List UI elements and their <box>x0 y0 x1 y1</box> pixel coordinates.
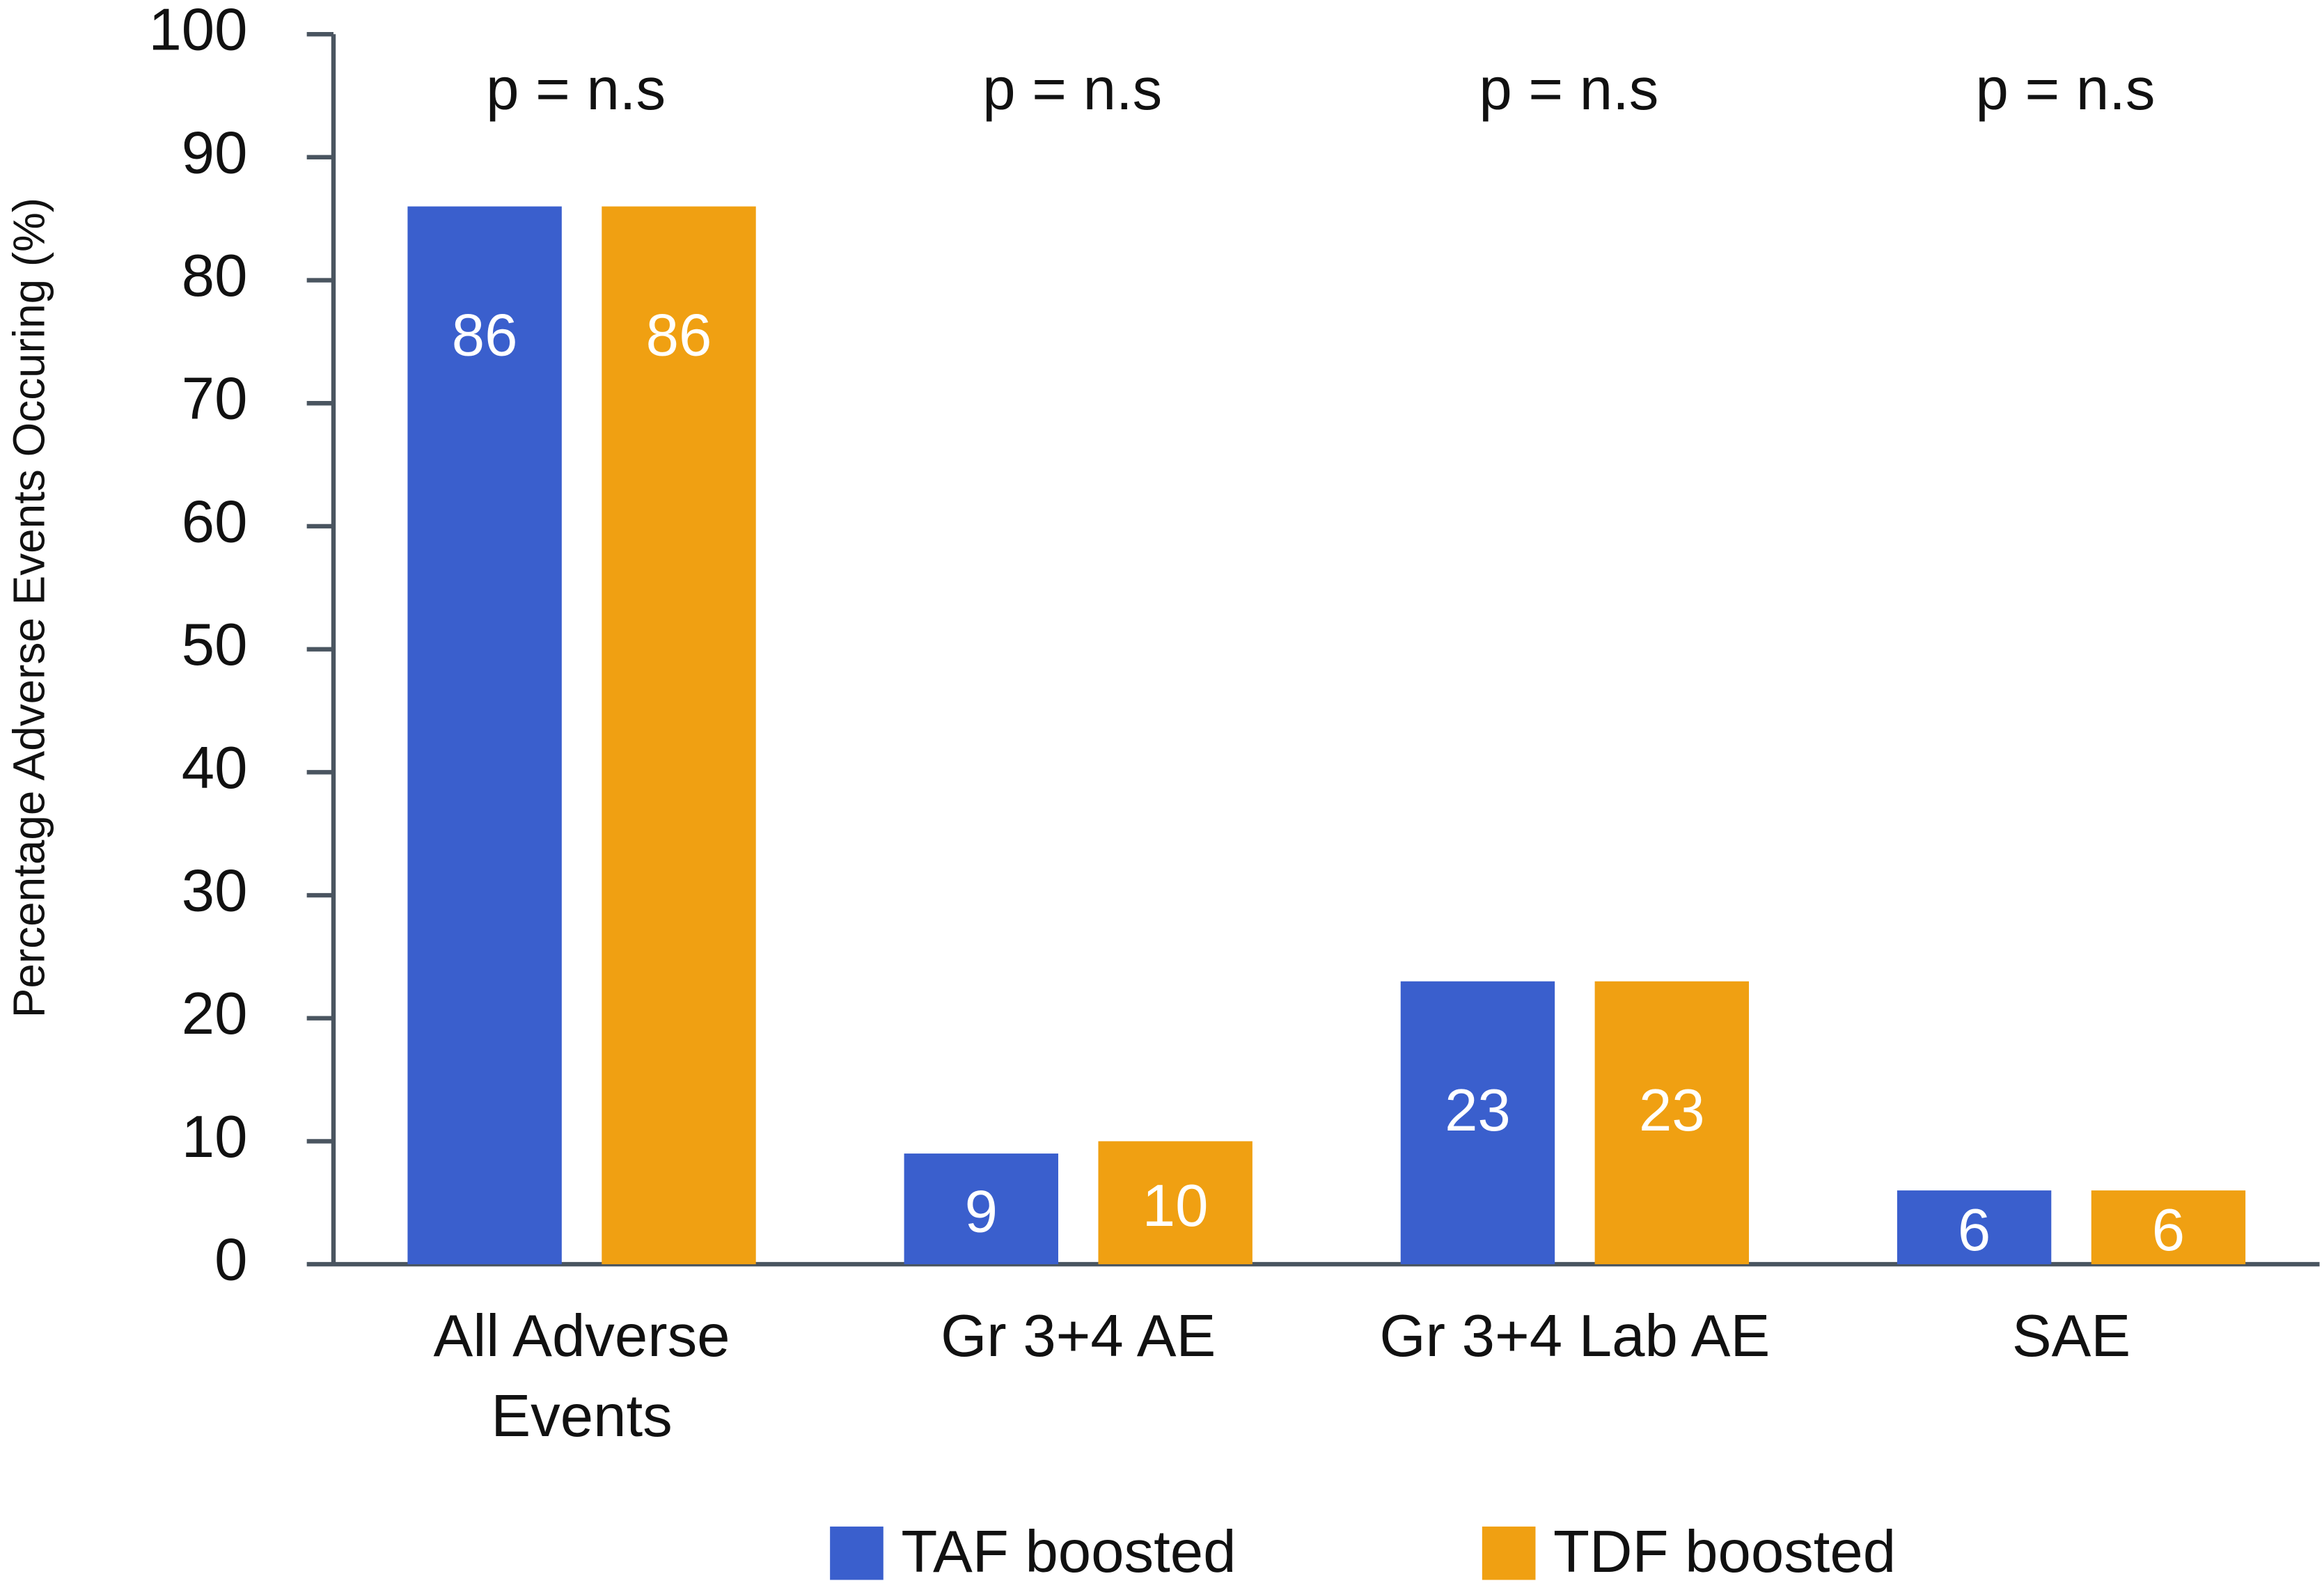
bar <box>2091 1190 2246 1265</box>
x-tick-label-box: Gr 3+4 AE <box>941 1304 1216 1370</box>
value-label: 86 <box>646 303 712 369</box>
annotation: p = n.s <box>982 56 1162 123</box>
value-label: 9 <box>965 1179 998 1245</box>
value-label: 23 <box>1445 1078 1511 1144</box>
value-label: 10 <box>1143 1173 1209 1239</box>
annotation: p = n.s <box>486 56 666 123</box>
bar <box>1594 981 1750 1265</box>
legend-swatch <box>1482 1526 1536 1580</box>
y-tick-label: 30 <box>182 858 248 924</box>
value-label: 6 <box>1958 1197 1991 1263</box>
annotation: p = n.s <box>1976 56 2156 123</box>
x-tick-label-box: SAE <box>2011 1304 2131 1370</box>
legend-label: TDF boosted <box>1553 1519 1896 1583</box>
y-tick-label: 0 <box>214 1227 247 1293</box>
value-label: 23 <box>1639 1078 1705 1144</box>
y-tick-label: 60 <box>182 489 248 555</box>
legend-swatch <box>830 1526 884 1580</box>
x-tick-label: Gr 3+4 AE <box>941 1304 1216 1370</box>
y-tick-label: 80 <box>182 243 248 309</box>
y-tick-label: 90 <box>182 120 248 186</box>
y-tick-label: 10 <box>182 1104 248 1170</box>
bar <box>407 206 562 1265</box>
x-tick-label-box: All Adverse Events <box>433 1304 730 1450</box>
legend-label: TAF boosted <box>901 1519 1236 1583</box>
y-tick-label: 20 <box>182 981 248 1047</box>
bar <box>1897 1190 2052 1265</box>
annotation: p = n.s <box>1479 56 1658 123</box>
bar <box>1098 1141 1253 1265</box>
x-tick-label-box: Gr 3+4 Lab AE <box>1379 1304 1771 1370</box>
value-label: 86 <box>452 303 518 369</box>
y-tick-label: 50 <box>182 612 248 678</box>
y-axis-label: Percentage Adverse Events Occuring (%) <box>4 198 54 1018</box>
x-tick-label: Gr 3+4 Lab AE <box>1379 1304 1771 1370</box>
bar <box>602 206 756 1265</box>
y-tick-label: 40 <box>182 735 248 801</box>
value-label: 6 <box>2152 1197 2185 1263</box>
bar <box>904 1153 1058 1265</box>
x-tick-label: SAE <box>2011 1304 2131 1370</box>
x-tick-label: All Adverse Events <box>433 1304 730 1450</box>
y-tick-label: 70 <box>182 366 248 432</box>
y-tick-label: 100 <box>148 0 247 63</box>
bar <box>1400 981 1555 1265</box>
